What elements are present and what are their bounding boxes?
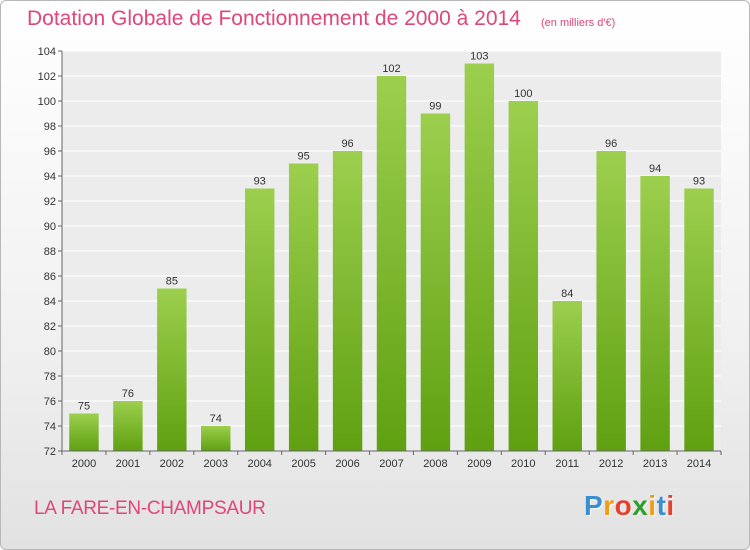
x-tick-label: 2008 bbox=[423, 458, 447, 470]
y-tick-label: 80 bbox=[44, 346, 56, 358]
bar bbox=[640, 176, 670, 451]
x-tick-label: 2009 bbox=[467, 458, 491, 470]
y-tick-label: 72 bbox=[44, 446, 56, 458]
logo-letter: o bbox=[614, 490, 633, 521]
bar bbox=[552, 301, 582, 451]
x-tick-label: 2013 bbox=[643, 458, 667, 470]
bar-value-label: 93 bbox=[254, 176, 266, 188]
bar-value-label: 94 bbox=[649, 163, 661, 175]
x-tick-label: 2002 bbox=[160, 458, 184, 470]
bar-value-label: 96 bbox=[341, 138, 353, 150]
logo-letter: i bbox=[648, 490, 657, 521]
x-tick-label: 2006 bbox=[335, 458, 359, 470]
y-tick-label: 88 bbox=[44, 246, 56, 258]
bar bbox=[157, 288, 187, 451]
logo-letter: t bbox=[656, 490, 667, 521]
logo-letter: r bbox=[603, 490, 615, 521]
bar-value-label: 96 bbox=[605, 138, 617, 150]
y-tick-label: 104 bbox=[38, 46, 56, 58]
y-tick-label: 78 bbox=[44, 371, 56, 383]
y-tick-label: 98 bbox=[44, 121, 56, 133]
bar-value-label: 74 bbox=[210, 413, 222, 425]
bar-value-label: 93 bbox=[693, 176, 705, 188]
bar bbox=[244, 188, 275, 451]
bar bbox=[596, 151, 626, 451]
commune-name: LA FARE-EN-CHAMPSAUR bbox=[34, 498, 266, 519]
bars: 75 76 85 74 93 95 96 102 99 103 100 84 96 94 93 bbox=[69, 51, 714, 451]
logo-letter: P bbox=[584, 490, 604, 521]
x-tick-label: 2011 bbox=[555, 458, 579, 470]
y-tick-label: 84 bbox=[44, 296, 56, 308]
y-tick-label: 86 bbox=[44, 271, 56, 283]
bar bbox=[288, 163, 319, 451]
x-tick-label: 2010 bbox=[511, 458, 535, 470]
logo-letter: x bbox=[632, 490, 649, 521]
x-tick-label: 2012 bbox=[599, 458, 623, 470]
bar-value-label: 102 bbox=[382, 63, 400, 75]
x-tick-label: 2003 bbox=[204, 458, 228, 470]
bar-value-label: 103 bbox=[470, 51, 488, 63]
bar-value-label: 76 bbox=[122, 388, 134, 400]
bar bbox=[201, 426, 231, 451]
y-tick-label: 96 bbox=[44, 146, 56, 158]
x-tick-label: 2007 bbox=[379, 458, 403, 470]
bar-value-label: 99 bbox=[429, 101, 441, 113]
bar bbox=[376, 76, 407, 451]
x-tick-label: 2014 bbox=[687, 458, 711, 470]
bar bbox=[332, 151, 363, 451]
x-tick-label: 2004 bbox=[247, 458, 271, 470]
axes: 72 74 76 78 80 82 84 86 88 90 92 94 96 98 100 102 104 200… bbox=[38, 46, 722, 470]
y-tick-label: 76 bbox=[44, 396, 56, 408]
logo-letter: i bbox=[666, 490, 675, 521]
x-tick-label: 2000 bbox=[72, 458, 96, 470]
y-tick-label: 90 bbox=[44, 221, 56, 233]
bar bbox=[464, 63, 495, 451]
bar bbox=[420, 113, 451, 451]
bar bbox=[69, 413, 99, 451]
y-tick-label: 94 bbox=[44, 171, 56, 183]
proxiti-logo: Proxiti bbox=[584, 490, 675, 522]
bar-value-label: 85 bbox=[166, 276, 178, 288]
bar bbox=[684, 188, 714, 451]
bar bbox=[113, 401, 143, 451]
bar-value-label: 75 bbox=[78, 401, 90, 413]
bar-value-label: 95 bbox=[298, 151, 310, 163]
y-tick-label: 92 bbox=[44, 196, 56, 208]
chart-title: Dotation Globale de Fonctionnement de 20… bbox=[27, 7, 521, 30]
y-tick-label: 82 bbox=[44, 321, 56, 333]
bar-value-label: 100 bbox=[514, 88, 532, 100]
y-tick-label: 102 bbox=[38, 71, 56, 83]
bar-value-label: 84 bbox=[561, 288, 573, 300]
x-tick-label: 2001 bbox=[116, 458, 140, 470]
bar bbox=[508, 101, 539, 451]
x-tick-label: 2005 bbox=[291, 458, 315, 470]
y-tick-label: 100 bbox=[38, 96, 56, 108]
chart-subtitle: (en milliers d'€) bbox=[541, 17, 616, 29]
y-tick-label: 74 bbox=[44, 421, 56, 433]
